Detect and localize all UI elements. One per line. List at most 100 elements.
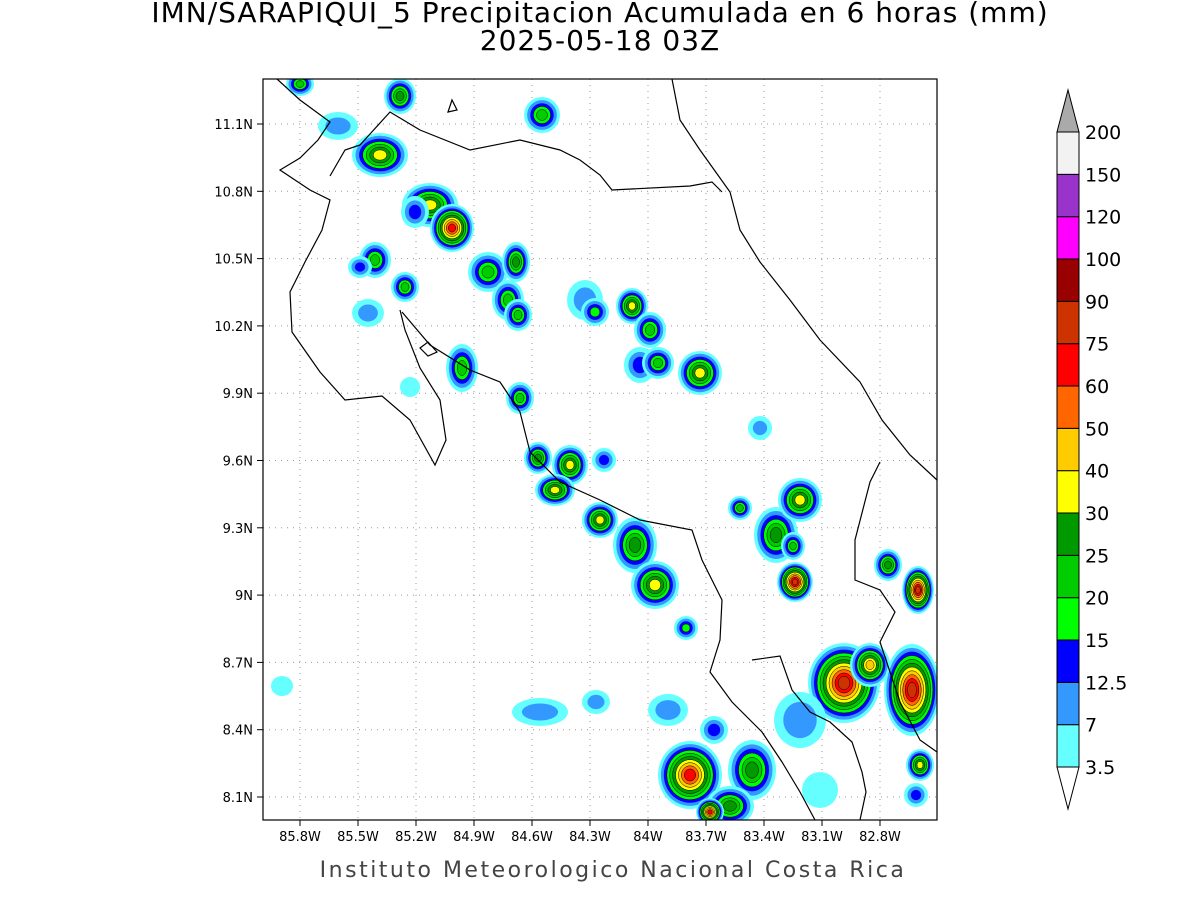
rain-contour: [907, 681, 917, 699]
rain-contour: [653, 358, 663, 368]
lat-label: 9.9N: [223, 387, 253, 402]
colorbar-box: [1056, 470, 1080, 514]
lat-label: 8.1N: [223, 791, 253, 806]
rain-contour: [865, 660, 875, 670]
lon-label: 83.7W: [685, 830, 727, 845]
colorbar-label: 100: [1085, 249, 1121, 271]
rain-contour: [736, 504, 744, 512]
colorbar-box: [1056, 681, 1080, 726]
colorbar-box: [1056, 512, 1080, 556]
rain-contour: [515, 393, 525, 403]
rain-contour: [271, 676, 293, 696]
map-frame: [262, 78, 938, 821]
caribbean-coast: [671, 79, 937, 481]
rain-contour: [628, 301, 636, 311]
rain-contour: [837, 676, 851, 690]
panama-border: [854, 461, 937, 753]
nicaragua-border: [329, 111, 723, 193]
pacific-coast-north: [276, 79, 447, 467]
colorbar-box: [1056, 597, 1080, 641]
rain-contour: [723, 800, 737, 812]
rain-contour: [792, 578, 798, 586]
rain-contour: [915, 585, 921, 595]
precipitation-field: [271, 79, 937, 820]
coastlines: [276, 79, 937, 820]
colorbar-over: [1056, 88, 1080, 133]
colorbar-label: 50: [1085, 418, 1109, 440]
colorbar-label: 20: [1085, 588, 1109, 610]
rain-contour: [512, 256, 520, 268]
lon-label: 83.1W: [801, 830, 843, 845]
lake-nicaragua: [447, 98, 458, 113]
lat-label: 9.6N: [223, 455, 253, 470]
rain-contour: [794, 494, 806, 506]
colorbar-box: [1056, 258, 1080, 302]
colorbar-box: [1056, 639, 1080, 683]
rain-contour: [358, 304, 378, 322]
footer: Instituto Meteorologico Nacional Costa R…: [320, 858, 907, 883]
colorbar-label: 25: [1085, 545, 1109, 567]
rain-contour: [745, 761, 759, 779]
rain-contour: [395, 91, 405, 101]
lat-label: 10.2N: [214, 320, 253, 335]
colorbar-box: [1056, 173, 1080, 218]
rain-contour: [595, 515, 605, 525]
rain-contour: [645, 324, 655, 336]
lon-label: 85.5W: [337, 830, 379, 845]
rain-contour: [884, 560, 892, 570]
rain-contour: [789, 541, 797, 551]
rain-contour: [752, 420, 768, 436]
colorbar-label: 150: [1085, 164, 1121, 186]
colorbar: 3.5 7 12.5 15 20 25 30 40 50 60 75 90 100 120 150 200: [1056, 88, 1127, 811]
rain-contour: [354, 262, 366, 272]
rain-contour: [521, 703, 559, 721]
colorbar-box: [1056, 385, 1080, 429]
rain-contour: [681, 623, 691, 633]
lat-label: 11.1N: [214, 118, 253, 133]
colorbar-label: 15: [1085, 630, 1109, 652]
lat-label: 9N: [235, 589, 253, 604]
rain-contour: [916, 761, 924, 769]
rain-contour: [400, 377, 420, 397]
rain-contour: [649, 579, 661, 591]
rain-contour: [802, 772, 838, 808]
rain-contour: [370, 254, 380, 266]
colorbar-box: [1056, 300, 1080, 345]
colorbar-label: 7: [1085, 715, 1097, 737]
rain-contour: [400, 282, 410, 292]
rain-contour: [707, 723, 721, 737]
rain-contour: [565, 460, 575, 470]
rain-contour: [448, 223, 456, 233]
lon-label: 84.6W: [511, 830, 553, 845]
colorbar-box: [1056, 343, 1080, 387]
colorbar-label: 60: [1085, 376, 1109, 398]
lon-label: 84W: [633, 830, 663, 845]
rain-contour: [783, 701, 817, 739]
rain-contour: [481, 265, 495, 279]
lat-label: 10.5N: [214, 253, 253, 268]
rain-contour: [325, 117, 351, 135]
lat-label: 9.3N: [223, 522, 253, 537]
rain-contour: [513, 310, 523, 320]
colorbar-box: [1056, 216, 1080, 260]
rain-contour: [694, 367, 706, 379]
colorbar-box: [1056, 554, 1080, 599]
subtitle: 2025-05-18 03Z: [480, 24, 720, 57]
colorbar-label: 40: [1085, 461, 1109, 483]
rain-contour: [769, 527, 783, 543]
colorbar-label: 90: [1085, 291, 1109, 313]
rain-contour: [628, 537, 642, 553]
colorbar-label: 75: [1085, 334, 1109, 356]
rain-contour: [408, 204, 422, 220]
colorbar-label: 200: [1085, 122, 1121, 144]
lon-label: 85.8W: [279, 830, 321, 845]
rain-contour: [550, 486, 560, 494]
osa-peninsula: [751, 655, 867, 820]
lake: [419, 341, 438, 357]
lon-label: 84.3W: [569, 830, 611, 845]
colorbar-under: [1056, 766, 1080, 811]
colorbar-label: 30: [1085, 503, 1109, 525]
rain-contour: [536, 109, 548, 121]
title: IMN/SARAPIQUI_5 Precipitacion Acumulada …: [151, 0, 1048, 29]
rain-contour: [655, 700, 681, 720]
